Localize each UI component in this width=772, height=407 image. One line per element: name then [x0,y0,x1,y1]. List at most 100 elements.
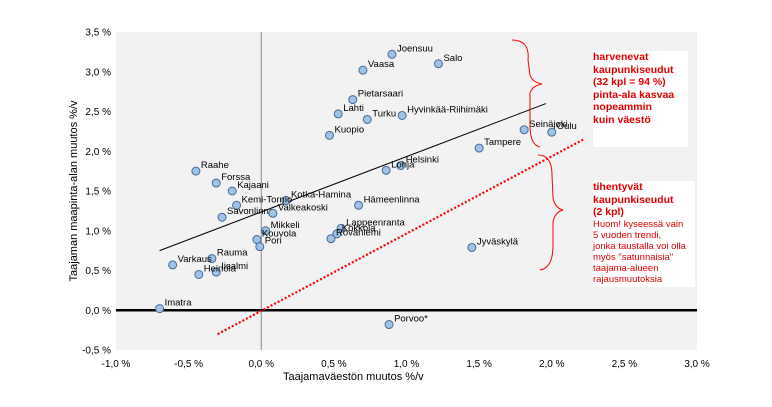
data-point-label: Tampere [484,137,521,148]
data-point-label: Kuopio [335,124,365,135]
data-point [227,186,237,196]
annotation-sparse-line: harvenevat [593,51,649,63]
data-point-label: Iisalmi [221,261,248,272]
data-point [381,165,391,175]
data-point-label: Imatra [165,298,193,309]
data-point [217,212,227,222]
brace-dense [537,154,564,271]
data-point [397,110,407,120]
data-point-label: Forssa [221,172,251,183]
data-point-label: Kajaani [237,180,269,191]
data-point-label: Valkeakoski [278,202,328,213]
annotation-dense-note: 5 vuoden trendi, [593,229,662,241]
x-tick-label: 2,5 % [612,359,638,370]
data-point-label: Kemi-Tornio [242,194,293,205]
x-tick-label: -1,0 % [102,359,131,370]
annotation-sparse-line: (32 kpl = 94 %) [593,76,666,88]
data-point [191,166,201,176]
data-point [387,49,397,59]
data-point [211,267,221,277]
data-point [348,95,358,105]
y-tick-label: 0,0 % [85,306,111,317]
brace-sparse [511,39,543,148]
data-point-label: Lappeenranta [346,217,405,228]
data-point [194,269,204,279]
data-point-label: Kokkola [342,223,377,234]
annotation-sparse-line: kuin väestö [593,113,651,126]
data-point-label: Porvoo* [394,314,428,325]
annotation-dense-note: jonka taustalla voi olla [593,240,686,252]
data-point-label: Rauma [217,248,248,259]
data-point-label: Pori [265,236,282,247]
y-tick-label: 1,0 % [85,226,111,237]
y-tick-label: 3,0 % [85,67,111,78]
annotation-sparse: harvenevat kaupunkiseudut (32 kpl = 94 %… [593,51,688,147]
x-tick-labels: -1,0 % -0,5 % 0,0 % 0,5 % 1,0 % 1,5 % 2,0 % 2,5… [102,359,710,370]
data-point [467,242,477,252]
data-point-label: Turku [372,108,396,119]
data-point [433,59,443,69]
equality-line [217,138,585,336]
data-point-label: Lohja [391,159,415,170]
annotation-dense-note: rajausmuutoksia [593,273,663,285]
data-point [155,304,165,314]
data-point [232,200,242,210]
annotation-dense-line: (2 kpl) [593,206,624,218]
data-point-label: Rovaniemi [336,228,381,239]
data-point-label: Hämeenlinna [364,194,421,205]
data-point [358,65,368,75]
x-tick-label: 0,5 % [321,359,347,370]
data-point-label: Jyväskylä [477,236,519,247]
data-point-label: Savonlinna [227,206,275,217]
x-tick-label: 3,0 % [684,359,710,370]
annotation-dense: tihentyvät kaupunkiseudut (2 kpl) Huom! … [593,181,695,287]
data-point [255,242,265,252]
y-axis-label: Taajaman maapinta-alan muutos %/v [68,100,80,281]
data-point-label: Raahe [201,160,229,171]
data-point [281,196,291,206]
data-point [362,114,372,124]
data-point-label: Oulu [557,121,577,132]
annotation-dense-note: taajama-alueen [593,262,659,274]
data-point [332,229,342,239]
x-tick-label: 0,0 % [248,359,274,370]
data-point [474,143,484,153]
data-point-label: Hyvinkää-Riihimäki [407,104,488,115]
data-point-label: Heinola [204,263,237,274]
x-tick-label: -0,5 % [174,359,203,370]
y-tick-label: 3,5 % [85,28,111,39]
data-point [207,254,217,264]
annotation-dense-note: Huom! kyseessä vain [593,218,684,230]
y-tick-label: -0,5 % [82,346,111,357]
data-point [384,320,394,330]
data-point [333,109,343,119]
trend-line [159,103,547,252]
data-point-label: Vaasa [368,59,395,70]
x-tick-label: 1,0 % [394,359,420,370]
y-tick-label: 1,5 % [85,187,111,198]
data-point [211,178,221,188]
annotation-sparse-line: pinta-ala kasvaa [593,88,675,101]
data-point [519,125,529,135]
data-point-label: Salo [443,53,462,64]
data-point [325,130,335,140]
data-point [396,161,406,171]
data-point-label: Pietarsaari [358,89,403,100]
data-point [354,200,364,210]
annotation-dense-line: tihentyvät [593,181,643,193]
data-point-label: Kotka-Hamina [291,190,352,201]
annotation-dense-line: kaupunkiseudut [593,193,674,206]
data-point [268,208,278,218]
data-point [326,234,336,244]
y-tick-labels: -0,5 % 0,0 % 0,5 % 1,0 % 1,5 % 2,0 % 2,5 % 3,0 … [82,28,111,357]
data-point [261,226,271,236]
annotation-dense-note: myös "satunnaisia" [593,251,674,263]
x-tick-label: 2,0 % [539,359,565,370]
y-tick-label: 2,0 % [85,147,111,158]
chart-marks: Joensuu Salo Vaasa Pietarsaari Lahti Turku Hyv… [116,43,697,336]
data-point-label: Mikkeli [271,220,300,231]
annotation-sparse-line: nopeammin [593,101,652,113]
data-point-label: Kouvola [262,228,297,239]
annotation-sparse-line: kaupunkiseudut [593,63,674,76]
x-tick-label: 1,5 % [466,359,492,370]
